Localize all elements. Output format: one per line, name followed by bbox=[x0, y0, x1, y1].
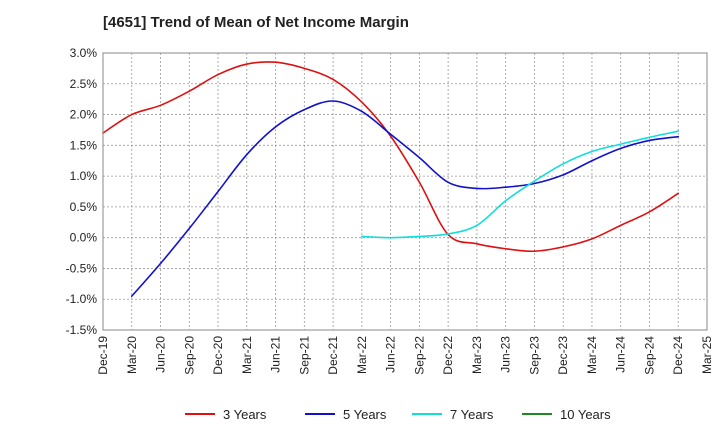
x-tick-label: Dec-22 bbox=[441, 336, 455, 375]
x-tick-label: Dec-21 bbox=[326, 336, 340, 375]
x-tick-label: Jun-21 bbox=[269, 336, 283, 373]
y-tick-label: 1.0% bbox=[70, 169, 98, 183]
x-tick-label: Mar-23 bbox=[470, 336, 484, 374]
x-tick-label: Mar-24 bbox=[585, 336, 599, 374]
y-axis-ticks: 3.0% 2.5% 2.0% 1.5% 1.0% 0.5% 0.0% -0.5% -1.0% -1… bbox=[66, 46, 98, 337]
x-tick-label: Dec-24 bbox=[671, 336, 685, 375]
x-tick-label: Mar-25 bbox=[700, 336, 714, 374]
x-tick-label: Sep-20 bbox=[182, 336, 196, 375]
y-tick-label: 1.5% bbox=[70, 138, 98, 152]
x-tick-label: Jun-22 bbox=[384, 336, 398, 373]
y-tick-label: 2.5% bbox=[70, 77, 98, 91]
x-tick-label: Jun-24 bbox=[614, 336, 628, 373]
x-tick-label: Mar-21 bbox=[240, 336, 254, 374]
x-tick-label: Dec-19 bbox=[96, 336, 110, 375]
legend: 3 Years 5 Years 7 Years 10 Years bbox=[185, 407, 611, 422]
x-tick-label: Sep-22 bbox=[412, 336, 426, 375]
y-tick-label: -1.5% bbox=[66, 323, 98, 337]
legend-label-3-years: 3 Years bbox=[223, 407, 267, 422]
chart-title: [4651] Trend of Mean of Net Income Margi… bbox=[103, 14, 409, 31]
y-tick-label: 0.5% bbox=[70, 200, 98, 214]
x-tick-label: Jun-20 bbox=[154, 336, 168, 373]
x-tick-label: Jun-23 bbox=[499, 336, 513, 373]
x-tick-label: Sep-21 bbox=[297, 336, 311, 375]
x-tick-label: Mar-22 bbox=[355, 336, 369, 374]
legend-label-10-years: 10 Years bbox=[560, 407, 611, 422]
legend-label-5-years: 5 Years bbox=[343, 407, 387, 422]
series-line-3-years bbox=[102, 61, 680, 253]
x-tick-label: Dec-20 bbox=[211, 336, 225, 375]
grid bbox=[102, 52, 708, 331]
y-tick-label: 3.0% bbox=[70, 46, 98, 60]
series-line-5-years bbox=[130, 100, 680, 297]
x-tick-label: Dec-23 bbox=[556, 336, 570, 375]
plot-frame bbox=[102, 52, 708, 331]
series-line-7-years bbox=[361, 130, 680, 239]
x-tick-label: Sep-24 bbox=[642, 336, 656, 375]
y-tick-label: 0.0% bbox=[70, 231, 98, 245]
x-tick-label: Sep-23 bbox=[527, 336, 541, 375]
legend-label-7-years: 7 Years bbox=[450, 407, 494, 422]
y-tick-label: -1.0% bbox=[66, 292, 98, 306]
x-axis-ticks: Dec-19 Mar-20 Jun-20 Sep-20 Dec-20 Mar-21 Jun-… bbox=[96, 336, 714, 375]
series-lines bbox=[102, 61, 680, 297]
x-tick-label: Mar-20 bbox=[125, 336, 139, 374]
y-tick-label: 2.0% bbox=[70, 108, 98, 122]
y-tick-label: -0.5% bbox=[66, 261, 98, 275]
